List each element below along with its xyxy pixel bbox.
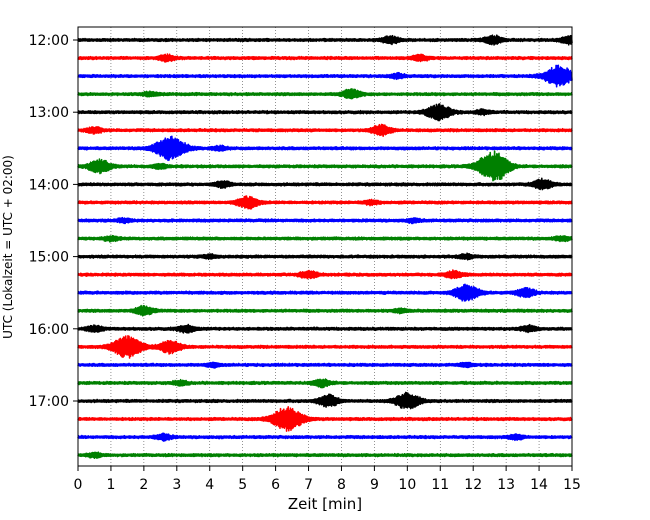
x-tick-label: 5 bbox=[238, 477, 247, 493]
trace-line bbox=[77, 361, 573, 369]
x-tick-label: 7 bbox=[304, 477, 313, 493]
y-tick-label: 16:00 bbox=[29, 322, 69, 338]
x-tick-label: 9 bbox=[370, 477, 379, 493]
x-tick-label: 4 bbox=[205, 477, 214, 493]
x-axis: 0 1 2 3 4 5 6 7 8 9 10 11 12 13 14 15 bbox=[74, 466, 581, 493]
trace-line bbox=[77, 451, 573, 460]
x-tick-label: 3 bbox=[172, 477, 181, 493]
trace-line bbox=[77, 150, 573, 182]
trace-line bbox=[77, 335, 573, 359]
trace-line bbox=[77, 216, 573, 225]
x-tick-label: 14 bbox=[530, 477, 548, 493]
trace-line bbox=[77, 88, 573, 100]
trace-line bbox=[77, 304, 573, 317]
y-axis: 12:00 13:00 14:00 15:00 16:00 17:00 bbox=[29, 33, 78, 410]
trace-line bbox=[77, 34, 573, 46]
trace-line bbox=[77, 103, 573, 122]
plot-frame bbox=[77, 26, 573, 467]
x-tick-label: 13 bbox=[497, 477, 515, 493]
x-tick-label: 10 bbox=[398, 477, 416, 493]
trace-line bbox=[77, 391, 573, 410]
y-tick-label: 13:00 bbox=[29, 105, 69, 121]
x-tick-label: 12 bbox=[464, 477, 482, 493]
trace-series bbox=[77, 34, 573, 460]
x-axis-title: Zeit [min] bbox=[288, 495, 362, 513]
trace-line bbox=[77, 323, 573, 334]
trace-line bbox=[77, 283, 573, 302]
trace-line bbox=[77, 252, 573, 261]
trace-line bbox=[77, 234, 573, 243]
x-tick-label: 1 bbox=[106, 477, 115, 493]
trace-line bbox=[77, 432, 573, 442]
trace-line bbox=[77, 64, 573, 88]
trace-line bbox=[77, 123, 573, 137]
grid-lines bbox=[110, 27, 540, 466]
trace-line bbox=[77, 269, 573, 280]
x-tick-label: 0 bbox=[74, 477, 83, 493]
y-axis-title: UTC (Lokalzeit = UTC + 02:00) bbox=[1, 155, 15, 339]
y-tick-label: 15:00 bbox=[29, 250, 69, 266]
x-tick-label: 2 bbox=[139, 477, 148, 493]
y-tick-label: 14:00 bbox=[29, 177, 69, 193]
x-tick-label: 6 bbox=[271, 477, 280, 493]
y-tick-label: 17:00 bbox=[29, 394, 69, 410]
trace-line bbox=[77, 177, 573, 191]
y-tick-label: 12:00 bbox=[29, 33, 69, 49]
trace-line bbox=[77, 378, 573, 389]
x-tick-label: 15 bbox=[563, 477, 581, 493]
x-tick-label: 11 bbox=[431, 477, 449, 493]
trace-line bbox=[77, 53, 573, 63]
trace-line bbox=[77, 406, 573, 432]
trace-line bbox=[77, 195, 573, 210]
x-tick-label: 8 bbox=[337, 477, 346, 493]
trace-line bbox=[77, 135, 573, 162]
